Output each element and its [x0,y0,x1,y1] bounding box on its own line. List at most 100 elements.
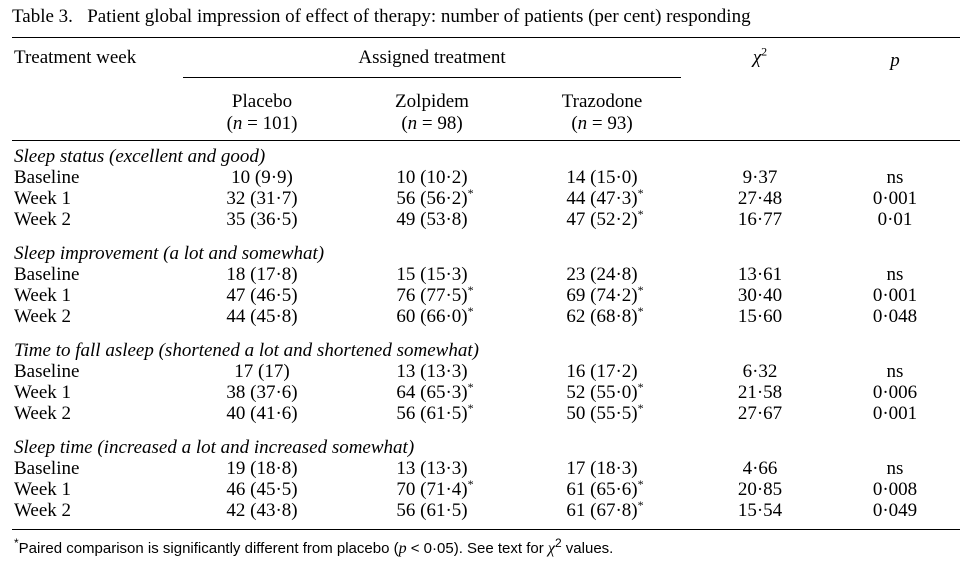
footnote-star: * [14,536,19,550]
cell-value: 18 (17·8) [226,264,298,285]
chi-square-cell: 30·40 [738,285,782,306]
p-value-cell: 0·01 [878,209,913,230]
zolpidem-cell: 56 (61·5) [396,500,467,521]
cell-value: 35 (36·5) [226,209,298,230]
zolpidem-cell: 49 (53·8) [396,209,467,230]
cell-value: 0·001 [872,285,918,306]
cell-value: 47 (46·5) [226,285,298,306]
placebo-cell: 46 (45·5) [226,479,297,500]
chi-square-cell: 4·66 [743,458,778,479]
zolpidem-cell: 15 (15·3) [396,264,467,285]
cell-value: 52 (55·0) [566,382,638,403]
section-title: Sleep time (increased a lot and increase… [14,437,415,458]
p-value-cell: ns [887,264,904,285]
row-week-label: Week 1 [14,285,72,306]
header-rule [12,140,960,141]
p-symbol: p [890,50,900,71]
p-value-cell: ns [887,458,904,479]
assigned-treatment-rule [183,77,681,78]
cell-value: 9·37 [742,167,778,188]
trazodone-cell: 44 (47·3) * [566,186,644,209]
section-title: Time to fall asleep (shortened a lot and… [14,340,479,361]
p-value-cell: ns [887,167,904,188]
cell-value: 62 (68·8) [566,306,638,327]
trazodone-cell: 69 (74·2) * [566,283,644,306]
footnote: *Paired comparison is significantly diff… [14,536,614,557]
p-value-cell: 0·008 [873,479,917,500]
section-title: Sleep improvement (a lot and somewhat) [14,243,325,264]
cell-value: 4·66 [742,458,778,479]
cell-value: 44 (47·3) [566,188,638,209]
chi-square-cell: 16·77 [738,209,782,230]
zolpidem-cell: 56 (61·5) * [396,401,474,424]
cell-value: 47 (52·2) [566,209,638,230]
cell-value: 70 (71·4) [396,479,468,500]
row-week-label: Baseline [14,264,80,285]
cell-value: 69 (74·2) [566,285,638,306]
row-week-label: Week 1 [14,188,72,209]
trazodone-cell: 62 (68·8) * [566,304,644,327]
trazodone-cell: 61 (65·6) * [566,477,644,500]
cell-value: 6·32 [742,361,778,382]
cell-value: 10 (9·9) [231,167,293,188]
cell-value: 61 (65·6) [566,479,638,500]
row-week-label: Baseline [14,167,80,188]
cell-value: 0·048 [872,306,918,327]
cell-value: 15 (15·3) [396,264,468,285]
cell-value: 13 (13·3) [396,458,468,479]
cell-value: 76 (77·5) [396,285,468,306]
cell-value: 15·60 [737,306,783,327]
cell-value: 0·049 [872,500,918,521]
placebo-cell: 32 (31·7) [226,188,297,209]
bottom-rule [12,529,960,530]
header-placebo-n: (n = 101) [226,113,298,134]
p-value-cell: 0·001 [873,188,917,209]
zolpidem-cell: 76 (77·5) * [396,283,474,306]
row-week-label: Baseline [14,361,80,382]
header-zolpidem-n: (n = 98) [401,113,463,134]
chi-square-cell: 20·85 [738,479,782,500]
cell-value: 17 (17) [234,361,290,382]
placebo-cell: 47 (46·5) [226,285,297,306]
cell-value: 15·54 [737,500,783,521]
placebo-cell: 38 (37·6) [226,382,297,403]
trazodone-cell: 16 (17·2) [566,361,637,382]
chi-square-cell: 21·58 [738,382,782,403]
table-caption: Table 3. Patient global impression of ef… [12,6,751,28]
chi-square-cell: 27·67 [738,403,782,424]
table-label: Table 3. [12,6,73,27]
cell-value: 0·006 [872,382,918,403]
trazodone-cell: 17 (18·3) [566,458,637,479]
cell-value: 16 (17·2) [566,361,638,382]
row-week-label: Week 2 [14,306,72,327]
header-trazodone-n: (n = 93) [571,113,633,134]
trazodone-cell: 61 (67·8) * [566,498,644,521]
chi-square-cell: 6·32 [743,361,778,382]
cell-value: 50 (55·5) [566,403,638,424]
header-zolpidem: Zolpidem [395,91,469,112]
header-assigned-treatment: Assigned treatment [358,47,506,68]
cell-value: 0·001 [872,188,918,209]
zolpidem-cell: 64 (65·3) * [396,380,474,403]
row-week-label: Week 2 [14,500,72,521]
trazodone-cell: 50 (55·5) * [566,401,644,424]
row-week-label: Week 1 [14,382,72,403]
cell-value: 46 (45·5) [226,479,298,500]
section-title: Sleep status (excellent and good) [14,146,266,167]
cell-value: 0·001 [872,403,918,424]
chi-square-cell: 13·61 [738,264,782,285]
cell-value: 19 (18·8) [226,458,298,479]
cell-value: 23 (24·8) [566,264,638,285]
top-rule [12,37,960,38]
table-title: Patient global impression of effect of t… [87,6,751,27]
p-value-cell: 0·049 [873,500,917,521]
cell-value: 61 (67·8) [566,500,638,521]
cell-value: 56 (61·5) [396,403,468,424]
cell-value: 40 (41·6) [226,403,298,424]
chi-symbol: χ [752,47,762,68]
cell-value: ns [886,167,904,188]
cell-value: 21·58 [737,382,783,403]
chi-square-cell: 15·54 [738,500,782,521]
row-week-label: Baseline [14,458,80,479]
cell-value: 42 (43·8) [226,500,298,521]
